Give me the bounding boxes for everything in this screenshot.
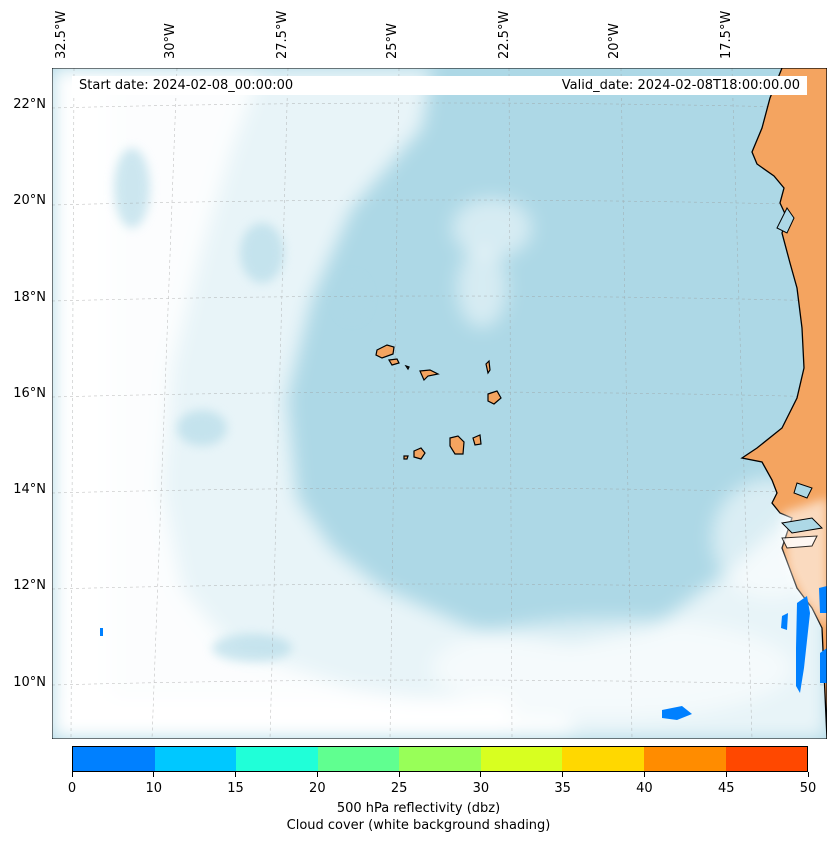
lon-label-27-5w: 27.5°W [275, 10, 290, 59]
colorbar-segment [725, 747, 808, 771]
colorbar-tick-label: 40 [636, 781, 653, 796]
lon-label-20w: 20°W [607, 23, 622, 59]
lon-label-17-5w: 17.5°W [719, 10, 734, 59]
colorbar [72, 746, 808, 772]
colorbar-tick [643, 772, 645, 777]
colorbar-tick-label: 0 [67, 781, 77, 796]
lat-label-10n: 10°N [13, 675, 46, 690]
lon-label-32-5w: 32.5°W [54, 10, 69, 59]
header-box [72, 76, 807, 95]
colorbar-tick-label: 20 [309, 781, 326, 796]
lon-label-25w: 25°W [385, 23, 400, 59]
start-date-label: Start date: 2024-02-08_00:00:00 [79, 78, 294, 93]
lat-label-16n: 16°N [13, 386, 46, 401]
colorbar-segment [317, 747, 400, 771]
colorbar-tick-label: 35 [554, 781, 571, 796]
colorbar-tick-label: 30 [472, 781, 490, 796]
colorbar-segment [480, 747, 563, 771]
lat-label-14n: 14°N [13, 482, 46, 497]
colorbar-tick [398, 772, 400, 777]
lat-label-12n: 12°N [13, 578, 46, 593]
graticule [52, 68, 827, 739]
map-panel [52, 68, 827, 739]
valid-date-label: Valid_date: 2024-02-08T18:00:00.00 [561, 78, 800, 93]
colorbar-segment [399, 747, 481, 771]
colorbar-tick [562, 772, 564, 777]
colorbar-tick-label: 10 [145, 781, 163, 796]
colorbar-tick-label: 25 [390, 781, 408, 796]
colorbar-tick [71, 772, 73, 777]
colorbar-tick [153, 772, 155, 777]
cape-verde-islands [375, 344, 502, 460]
colorbar-label: 500 hPa reflectivity (dbz) [336, 801, 501, 816]
colorbar-sublabel: Cloud cover (white background shading) [286, 818, 551, 833]
reflectivity-patches [100, 586, 827, 720]
lat-label-20n: 20°N [13, 193, 46, 208]
colorbar-tick [235, 772, 237, 777]
colorbar-tick [725, 772, 727, 777]
colorbar-segment [562, 747, 644, 771]
colorbar-segment [154, 747, 237, 771]
lon-label-30w: 30°W [163, 23, 178, 59]
lat-label-22n: 22°N [13, 97, 46, 112]
colorbar-segment [643, 747, 726, 771]
colorbar-segment [73, 747, 155, 771]
colorbar-tick [480, 772, 482, 777]
colorbar-tick-label: 45 [717, 781, 735, 796]
colorbar-tick-label: 15 [227, 781, 244, 796]
lon-label-22-5w: 22.5°W [497, 10, 512, 59]
colorbar-tick [316, 772, 318, 777]
colorbar-segment [236, 747, 318, 771]
colorbar-tick [807, 772, 809, 777]
lat-label-18n: 18°N [13, 290, 46, 305]
colorbar-tick-label: 50 [799, 781, 817, 796]
